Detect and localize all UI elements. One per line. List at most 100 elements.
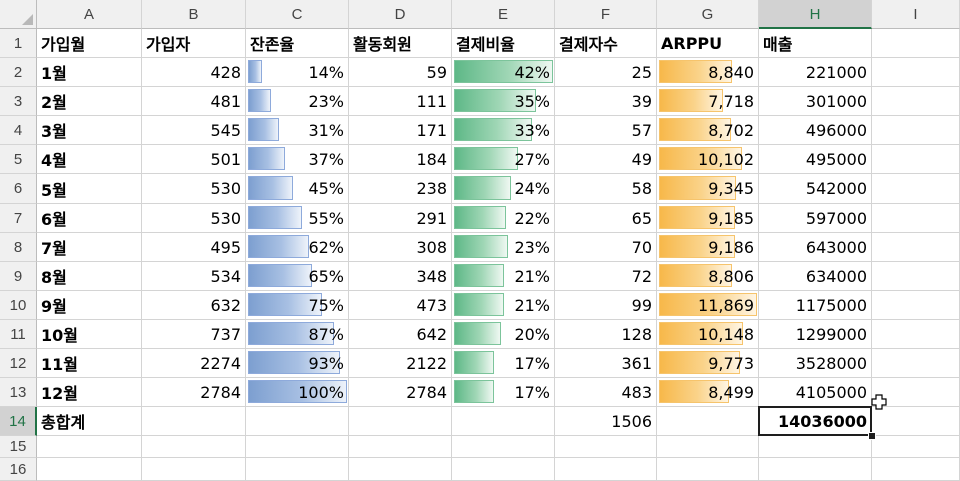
month-cell[interactable]: 3월 [37, 116, 142, 145]
subscribers-cell[interactable]: 2784 [142, 378, 246, 407]
month-cell[interactable]: 2월 [37, 87, 142, 116]
active-members-cell[interactable]: 308 [349, 233, 452, 262]
subscribers-cell[interactable]: 534 [142, 262, 246, 291]
revenue-cell[interactable]: 542000 [759, 174, 872, 204]
month-cell[interactable]: 8월 [37, 262, 142, 291]
column-header-a[interactable]: A [37, 0, 142, 29]
header-arppu[interactable]: ARPPU [657, 29, 759, 58]
row-header-16[interactable]: 16 [0, 458, 37, 481]
revenue-cell[interactable]: 495000 [759, 145, 872, 174]
month-cell[interactable]: 1월 [37, 58, 142, 87]
empty-cell[interactable] [657, 407, 759, 436]
row-header-11[interactable]: 11 [0, 320, 37, 349]
column-header-h[interactable]: H [759, 0, 872, 29]
arppu-cell[interactable]: 7,718 [657, 87, 759, 116]
revenue-cell[interactable]: 1175000 [759, 291, 872, 320]
month-cell[interactable]: 7월 [37, 233, 142, 262]
empty-cell[interactable] [246, 407, 349, 436]
empty-cell[interactable] [657, 436, 759, 458]
payers-cell[interactable]: 128 [555, 320, 657, 349]
empty-cell[interactable] [349, 458, 452, 481]
arppu-cell[interactable]: 8,840 [657, 58, 759, 87]
empty-cell[interactable] [872, 436, 960, 458]
arppu-cell[interactable]: 9,185 [657, 204, 759, 233]
subscribers-cell[interactable]: 2274 [142, 349, 246, 378]
subscribers-cell[interactable]: 632 [142, 291, 246, 320]
empty-cell[interactable] [872, 204, 960, 233]
revenue-cell[interactable]: 3528000 [759, 349, 872, 378]
column-header-g[interactable]: G [657, 0, 759, 29]
retention-cell[interactable]: 100% [246, 378, 349, 407]
retention-cell[interactable]: 87% [246, 320, 349, 349]
revenue-cell[interactable]: 634000 [759, 262, 872, 291]
header-active-members[interactable]: 활동회원 [349, 29, 452, 58]
column-header-c[interactable]: C [246, 0, 349, 29]
payers-cell[interactable]: 58 [555, 174, 657, 204]
subscribers-cell[interactable]: 481 [142, 87, 246, 116]
revenue-cell[interactable]: 221000 [759, 58, 872, 87]
empty-cell[interactable] [246, 458, 349, 481]
retention-cell[interactable]: 14% [246, 58, 349, 87]
month-cell[interactable]: 10월 [37, 320, 142, 349]
retention-cell[interactable]: 62% [246, 233, 349, 262]
arppu-cell[interactable]: 8,806 [657, 262, 759, 291]
month-cell[interactable]: 6월 [37, 204, 142, 233]
arppu-cell[interactable]: 9,345 [657, 174, 759, 204]
payment-rate-cell[interactable]: 21% [452, 262, 555, 291]
header-payment-rate[interactable]: 결제비율 [452, 29, 555, 58]
payment-rate-cell[interactable]: 24% [452, 174, 555, 204]
payment-rate-cell[interactable]: 21% [452, 291, 555, 320]
empty-cell[interactable] [452, 407, 555, 436]
revenue-cell[interactable]: 1299000 [759, 320, 872, 349]
payers-cell[interactable]: 39 [555, 87, 657, 116]
row-header-5[interactable]: 5 [0, 145, 37, 174]
arppu-cell[interactable]: 11,869 [657, 291, 759, 320]
row-header-9[interactable]: 9 [0, 262, 37, 291]
month-cell[interactable]: 4월 [37, 145, 142, 174]
header-subscribers[interactable]: 가입자 [142, 29, 246, 58]
empty-cell[interactable] [37, 436, 142, 458]
arppu-cell[interactable]: 10,102 [657, 145, 759, 174]
header-retention[interactable]: 잔존율 [246, 29, 349, 58]
active-members-cell[interactable]: 473 [349, 291, 452, 320]
header-join-month[interactable]: 가입월 [37, 29, 142, 58]
retention-cell[interactable]: 55% [246, 204, 349, 233]
retention-cell[interactable]: 37% [246, 145, 349, 174]
empty-cell[interactable] [349, 407, 452, 436]
payment-rate-cell[interactable]: 35% [452, 87, 555, 116]
total-payers-cell[interactable]: 1506 [555, 407, 657, 436]
header-revenue[interactable]: 매출 [759, 29, 872, 58]
row-header-13[interactable]: 13 [0, 378, 37, 407]
active-members-cell[interactable]: 59 [349, 58, 452, 87]
payment-rate-cell[interactable]: 22% [452, 204, 555, 233]
empty-cell[interactable] [142, 436, 246, 458]
empty-cell[interactable] [872, 262, 960, 291]
empty-cell[interactable] [872, 174, 960, 204]
row-header-12[interactable]: 12 [0, 349, 37, 378]
payment-rate-cell[interactable]: 42% [452, 58, 555, 87]
empty-cell[interactable] [37, 458, 142, 481]
subscribers-cell[interactable]: 530 [142, 174, 246, 204]
row-header-1[interactable]: 1 [0, 29, 37, 58]
payment-rate-cell[interactable]: 23% [452, 233, 555, 262]
row-header-2[interactable]: 2 [0, 58, 37, 87]
column-header-e[interactable]: E [452, 0, 555, 29]
month-cell[interactable]: 9월 [37, 291, 142, 320]
empty-cell[interactable] [555, 458, 657, 481]
column-header-f[interactable]: F [555, 0, 657, 29]
retention-cell[interactable]: 65% [246, 262, 349, 291]
revenue-cell[interactable]: 301000 [759, 87, 872, 116]
arppu-cell[interactable]: 8,499 [657, 378, 759, 407]
row-header-15[interactable]: 15 [0, 436, 37, 458]
payment-rate-cell[interactable]: 17% [452, 349, 555, 378]
empty-cell[interactable] [872, 349, 960, 378]
empty-cell[interactable] [872, 291, 960, 320]
retention-cell[interactable]: 75% [246, 291, 349, 320]
empty-cell[interactable] [759, 436, 872, 458]
empty-cell[interactable] [657, 458, 759, 481]
column-header-b[interactable]: B [142, 0, 246, 29]
payers-cell[interactable]: 57 [555, 116, 657, 145]
arppu-cell[interactable]: 9,186 [657, 233, 759, 262]
empty-cell[interactable] [759, 458, 872, 481]
month-cell[interactable]: 11월 [37, 349, 142, 378]
